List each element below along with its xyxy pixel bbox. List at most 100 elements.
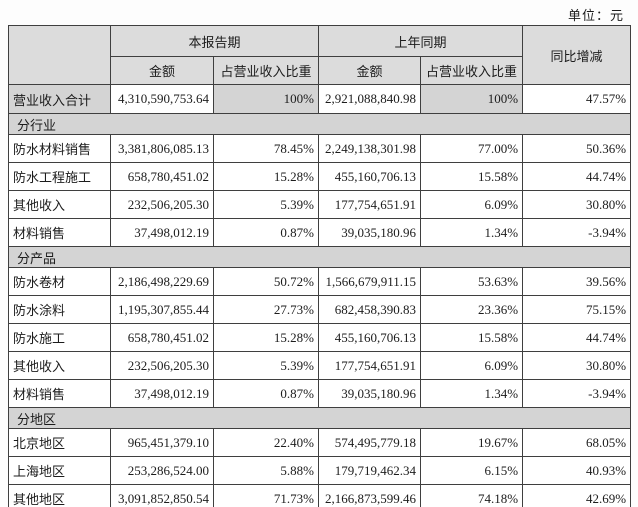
cell-yoy: -3.94% [522, 379, 632, 408]
cell-yoy: 30.80% [522, 190, 632, 219]
cell-prior-proportion: 1.34% [420, 218, 524, 247]
cell-current-amount: 37,498,012.19 [110, 218, 214, 247]
cell-prior-proportion: 6.15% [420, 456, 524, 485]
cell-current-amount: 2,186,498,229.69 [110, 267, 214, 296]
cell-prior-proportion: 6.09% [420, 351, 524, 380]
cell-prior-amount: 455,160,706.13 [318, 162, 422, 191]
row-label: 上海地区 [8, 456, 111, 485]
row-label: 材料销售 [8, 379, 111, 408]
cell-prior-amount: 682,458,390.83 [318, 295, 422, 324]
table-row: 防水材料销售 3,381,806,085.13 78.45% 2,249,138… [8, 134, 632, 163]
cell-current-amount: 3,381,806,085.13 [110, 134, 214, 163]
cell-yoy: 44.74% [522, 162, 632, 191]
row-label: 防水施工 [8, 323, 111, 352]
cell-prior-amount: 2,249,138,301.98 [318, 134, 422, 163]
section-title: 分行业 [7, 113, 632, 135]
cell-current-proportion: 22.40% [212, 428, 320, 457]
cell-yoy: 68.05% [522, 428, 632, 457]
cell-prior-proportion: 6.09% [420, 190, 524, 219]
table-row: 防水施工 658,780,451.02 15.28% 455,160,706.1… [8, 323, 632, 352]
table-row: 北京地区 965,451,379.10 22.40% 574,495,779.1… [8, 428, 632, 457]
row-label: 防水涂料 [8, 295, 111, 324]
header-empty-cell [8, 25, 111, 85]
cell-current-amount: 232,506,205.30 [110, 351, 214, 380]
unit-label: 单位：元 [567, 8, 624, 23]
cell-yoy: 47.57% [522, 84, 632, 114]
cell-prior-proportion: 15.58% [420, 162, 524, 191]
section-title: 分地区 [7, 407, 632, 429]
cell-current-amount: 658,780,451.02 [110, 323, 214, 352]
cell-current-proportion: 27.73% [212, 295, 320, 324]
row-label: 北京地区 [8, 428, 111, 457]
table-row: 材料销售 37,498,012.19 0.87% 39,035,180.96 1… [8, 379, 632, 408]
cell-yoy: 30.80% [522, 351, 632, 380]
table-row: 上海地区 253,286,524.00 5.88% 179,719,462.34… [8, 456, 632, 485]
cell-current-proportion: 100% [212, 84, 320, 114]
cell-current-proportion: 5.39% [212, 351, 320, 380]
row-label: 其他收入 [8, 190, 111, 219]
cell-prior-proportion: 100% [420, 84, 524, 114]
row-label: 防水材料销售 [8, 134, 111, 163]
cell-prior-amount: 2,921,088,840.98 [318, 84, 422, 114]
header-current-period: 本报告期 [109, 25, 320, 57]
row-label: 防水工程施工 [8, 162, 111, 191]
cell-current-amount: 232,506,205.30 [110, 190, 214, 219]
cell-current-amount: 3,091,852,850.54 [110, 484, 214, 507]
header-row-measures: 金额 占营业收入比重 金额 占营业收入比重 [9, 56, 631, 85]
cell-prior-amount: 1,566,679,911.15 [318, 267, 422, 296]
section-title: 分产品 [7, 246, 632, 268]
table-row: 其他收入 232,506,205.30 5.39% 177,754,651.91… [8, 190, 632, 219]
cell-prior-proportion: 74.18% [420, 484, 524, 507]
row-label: 材料销售 [8, 218, 111, 247]
header-proportion-prior: 占营业收入比重 [420, 56, 524, 85]
cell-current-amount: 1,195,307,855.44 [110, 295, 214, 324]
row-label: 营业收入合计 [8, 84, 111, 114]
cell-prior-amount: 39,035,180.96 [318, 379, 422, 408]
cell-current-amount: 658,780,451.02 [110, 162, 214, 191]
row-label: 防水卷材 [8, 267, 111, 296]
cell-prior-proportion: 19.67% [420, 428, 524, 457]
table-row: 防水涂料 1,195,307,855.44 27.73% 682,458,390… [8, 295, 632, 324]
cell-prior-proportion: 15.58% [420, 323, 524, 352]
section-row-product: 分产品 [7, 246, 632, 268]
cell-prior-proportion: 53.63% [420, 267, 524, 296]
cell-prior-amount: 177,754,651.91 [318, 190, 422, 219]
cell-prior-amount: 39,035,180.96 [318, 218, 422, 247]
table-row: 其他收入 232,506,205.30 5.39% 177,754,651.91… [8, 351, 632, 380]
table-row: 防水工程施工 658,780,451.02 15.28% 455,160,706… [8, 162, 632, 191]
section-row-region: 分地区 [7, 407, 632, 429]
cell-current-amount: 37,498,012.19 [110, 379, 214, 408]
cell-current-amount: 965,451,379.10 [110, 428, 214, 457]
cell-current-proportion: 15.28% [212, 162, 320, 191]
header-yoy: 同比增减 [522, 25, 632, 85]
cell-current-amount: 4,310,590,753.64 [110, 84, 214, 114]
table-row-total: 营业收入合计 4,310,590,753.64 100% 2,921,088,8… [8, 84, 632, 114]
cell-current-amount: 253,286,524.00 [110, 456, 214, 485]
row-label: 其他地区 [8, 484, 111, 507]
cell-current-proportion: 15.28% [212, 323, 320, 352]
section-row-industry: 分行业 [7, 113, 632, 135]
row-label: 其他收入 [8, 351, 111, 380]
cell-current-proportion: 5.39% [212, 190, 320, 219]
cell-prior-proportion: 77.00% [420, 134, 524, 163]
cell-current-proportion: 50.72% [212, 267, 320, 296]
cell-prior-proportion: 1.34% [420, 379, 524, 408]
cell-prior-proportion: 23.36% [420, 295, 524, 324]
header-amount-current: 金额 [110, 56, 214, 85]
header-prior-period: 上年同期 [318, 25, 524, 57]
header-amount-prior: 金额 [318, 56, 422, 85]
cell-yoy: -3.94% [522, 218, 632, 247]
cell-yoy: 42.69% [522, 484, 632, 507]
cell-yoy: 75.15% [522, 295, 632, 324]
cell-current-proportion: 0.87% [212, 218, 320, 247]
cell-current-proportion: 0.87% [212, 379, 320, 408]
cell-yoy: 44.74% [522, 323, 632, 352]
cell-yoy: 39.56% [522, 267, 632, 296]
table-row: 防水卷材 2,186,498,229.69 50.72% 1,566,679,9… [8, 267, 632, 296]
cell-yoy: 50.36% [522, 134, 632, 163]
header-row-periods: 本报告期 上年同期 同比增减 [8, 25, 632, 85]
cell-prior-amount: 574,495,779.18 [318, 428, 422, 457]
table-row: 其他地区 3,091,852,850.54 71.73% 2,166,873,5… [8, 484, 632, 507]
cell-prior-amount: 455,160,706.13 [318, 323, 422, 352]
